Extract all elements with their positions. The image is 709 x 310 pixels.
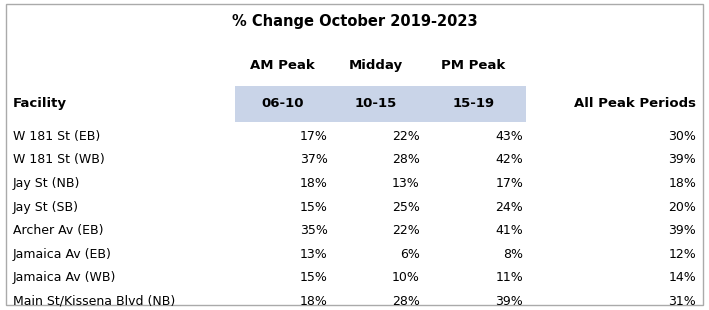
Text: 13%: 13% — [392, 177, 420, 190]
Text: Midday: Midday — [349, 59, 403, 72]
Text: 10%: 10% — [392, 271, 420, 284]
Text: 30%: 30% — [669, 130, 696, 143]
Text: Jay St (SB): Jay St (SB) — [13, 201, 79, 214]
Text: 14%: 14% — [669, 271, 696, 284]
Text: 13%: 13% — [300, 248, 328, 261]
Text: 18%: 18% — [669, 177, 696, 190]
Text: 31%: 31% — [669, 295, 696, 308]
Text: All Peak Periods: All Peak Periods — [574, 97, 696, 110]
Text: Facility: Facility — [13, 97, 67, 110]
Text: 35%: 35% — [300, 224, 328, 237]
Text: 39%: 39% — [669, 153, 696, 166]
Text: 24%: 24% — [496, 201, 523, 214]
Text: 18%: 18% — [300, 177, 328, 190]
Text: 37%: 37% — [300, 153, 328, 166]
Text: 42%: 42% — [496, 153, 523, 166]
Text: 06-10: 06-10 — [262, 97, 303, 110]
Text: AM Peak: AM Peak — [250, 59, 315, 72]
Text: 15-19: 15-19 — [452, 97, 495, 110]
Text: Main St/Kissena Blvd (NB): Main St/Kissena Blvd (NB) — [13, 295, 175, 308]
Text: 39%: 39% — [496, 295, 523, 308]
Text: 17%: 17% — [300, 130, 328, 143]
Text: 20%: 20% — [669, 201, 696, 214]
Text: 6%: 6% — [400, 248, 420, 261]
Text: 8%: 8% — [503, 248, 523, 261]
Text: 41%: 41% — [496, 224, 523, 237]
Text: W 181 St (WB): W 181 St (WB) — [13, 153, 104, 166]
Text: PM Peak: PM Peak — [442, 59, 506, 72]
Text: 15%: 15% — [300, 201, 328, 214]
Text: 28%: 28% — [392, 295, 420, 308]
Text: 15%: 15% — [300, 271, 328, 284]
Text: % Change October 2019-2023: % Change October 2019-2023 — [232, 14, 477, 29]
Text: 43%: 43% — [496, 130, 523, 143]
Text: Archer Av (EB): Archer Av (EB) — [13, 224, 104, 237]
Text: 25%: 25% — [392, 201, 420, 214]
Text: 22%: 22% — [392, 130, 420, 143]
Text: 28%: 28% — [392, 153, 420, 166]
Bar — [235, 86, 526, 122]
Text: Jamaica Av (WB): Jamaica Av (WB) — [13, 271, 116, 284]
Text: 11%: 11% — [496, 271, 523, 284]
Text: 12%: 12% — [669, 248, 696, 261]
Text: 39%: 39% — [669, 224, 696, 237]
Text: 18%: 18% — [300, 295, 328, 308]
Text: 22%: 22% — [392, 224, 420, 237]
Text: Jamaica Av (EB): Jamaica Av (EB) — [13, 248, 111, 261]
Text: W 181 St (EB): W 181 St (EB) — [13, 130, 100, 143]
Text: 17%: 17% — [496, 177, 523, 190]
Text: Jay St (NB): Jay St (NB) — [13, 177, 80, 190]
Text: 10-15: 10-15 — [354, 97, 397, 110]
